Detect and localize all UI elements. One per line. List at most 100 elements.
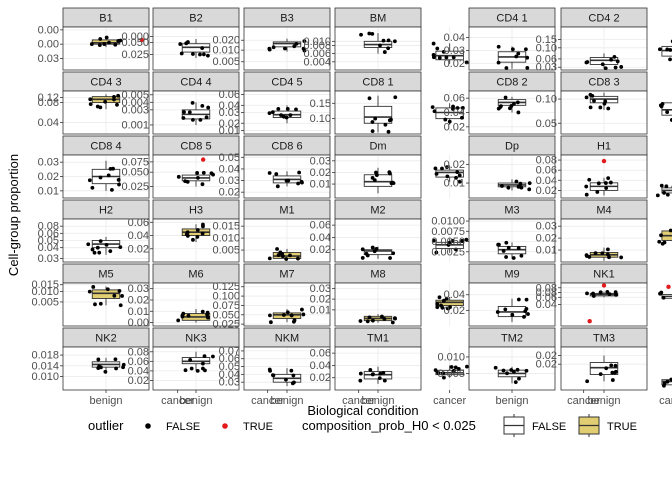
strip-label: NK1: [593, 269, 614, 281]
strip-label: CD4 3: [90, 77, 121, 89]
data-point: [108, 166, 113, 171]
y-tick-label: 0.02: [310, 167, 331, 179]
x-tick-label-benign: benign: [89, 395, 122, 407]
y-tick-label: 0.06: [219, 353, 240, 365]
data-point: [115, 102, 119, 107]
legend-fill-false-label: FALSE: [532, 421, 566, 433]
y-tick-label: 0.02: [219, 187, 240, 199]
y-tick-label: 0.02: [128, 375, 149, 387]
strip-label: TM1: [367, 333, 389, 345]
data-point: [301, 312, 306, 317]
data-point: [504, 66, 509, 70]
data-point: [441, 371, 445, 376]
data-point: [444, 296, 449, 301]
data-point: [268, 320, 273, 325]
y-tick-label: 0.04: [310, 360, 331, 372]
data-point: [588, 105, 593, 110]
data-point: [289, 313, 294, 318]
y-tick-label: 0.02: [536, 350, 557, 362]
data-point: [660, 241, 665, 246]
data-point: [105, 287, 110, 292]
data-point: [285, 107, 290, 111]
data-point: [87, 289, 92, 294]
legend-outlier-false-label: FALSE: [166, 421, 200, 433]
data-point: [519, 253, 524, 258]
data-point: [387, 170, 392, 175]
y-tick-label: 0.02: [444, 159, 465, 171]
data-point: [592, 98, 596, 103]
data-point: [613, 65, 618, 70]
data-point: [96, 366, 101, 371]
data-point: [604, 366, 609, 371]
y-tick-label: 0.0100: [431, 216, 465, 228]
panel-border: [62, 26, 150, 71]
data-point: [603, 66, 608, 71]
y-tick-label: 0.04: [219, 369, 240, 381]
data-point: [290, 381, 295, 386]
data-point: [441, 298, 446, 303]
data-point: [203, 368, 207, 373]
panel-cd8-1: CD8 1 0.10 0.15: [310, 71, 465, 135]
strip-label: M6: [188, 269, 203, 281]
panel-m2: M2 0.020.040.06: [310, 199, 469, 263]
y-tick-label: 0.0025: [431, 246, 465, 258]
y-axis-title: Cell-group proportion: [6, 154, 21, 276]
data-point: [460, 115, 464, 120]
data-point: [297, 170, 302, 175]
data-point: [98, 175, 103, 180]
data-point: [209, 171, 214, 176]
data-point: [524, 368, 529, 373]
y-tick-label: 0.010: [31, 371, 59, 383]
y-tick-label: 0.05: [536, 118, 557, 130]
data-point: [93, 302, 97, 307]
data-point: [191, 237, 195, 242]
data-point: [201, 222, 205, 227]
strip-label: B2: [189, 13, 202, 25]
data-point: [286, 178, 291, 183]
y-tick-label: 0.03: [310, 155, 331, 167]
data-point: [501, 368, 506, 373]
data-point: [610, 378, 615, 382]
data-point: [377, 376, 382, 381]
panel-m8: M80.010.020.03: [310, 263, 464, 327]
data-point: [386, 46, 391, 51]
y-tick-label: 0.02: [444, 58, 465, 70]
data-point: [600, 251, 605, 256]
data-point: [516, 184, 521, 189]
data-point: [118, 245, 123, 250]
y-tick-label: 0.04: [536, 175, 557, 187]
data-point: [513, 380, 518, 385]
data-point: [271, 373, 276, 378]
data-point: [104, 35, 109, 40]
panel-dm: Dm0.010.020.03: [310, 135, 464, 199]
data-point: [116, 178, 121, 182]
data-point: [359, 32, 363, 37]
data-point: [432, 238, 436, 243]
y-tick-label: 0.08: [128, 346, 149, 358]
data-point: [117, 182, 121, 187]
panel-border: [62, 154, 150, 199]
data-point: [590, 93, 595, 98]
y-tick-label: 0.050: [121, 37, 149, 49]
y-tick-label: 0.05: [219, 361, 240, 373]
data-point: [121, 365, 125, 370]
data-point: [200, 361, 205, 366]
data-point: [451, 104, 455, 109]
data-point: [600, 62, 605, 67]
data-point: [104, 243, 109, 247]
data-point: [185, 179, 190, 184]
y-tick-label: 0.003: [121, 104, 149, 116]
strip-label: CD8 2: [496, 77, 527, 89]
data-point: [658, 103, 663, 108]
data-point: [504, 240, 509, 245]
data-point: [271, 45, 276, 50]
y-tick-label: 0.08: [536, 155, 557, 167]
data-point: [585, 60, 590, 64]
data-point: [662, 190, 666, 195]
data-point: [523, 47, 528, 52]
data-point: [274, 172, 279, 176]
data-point: [360, 256, 365, 260]
data-point: [464, 237, 469, 242]
data-point: [526, 312, 530, 316]
